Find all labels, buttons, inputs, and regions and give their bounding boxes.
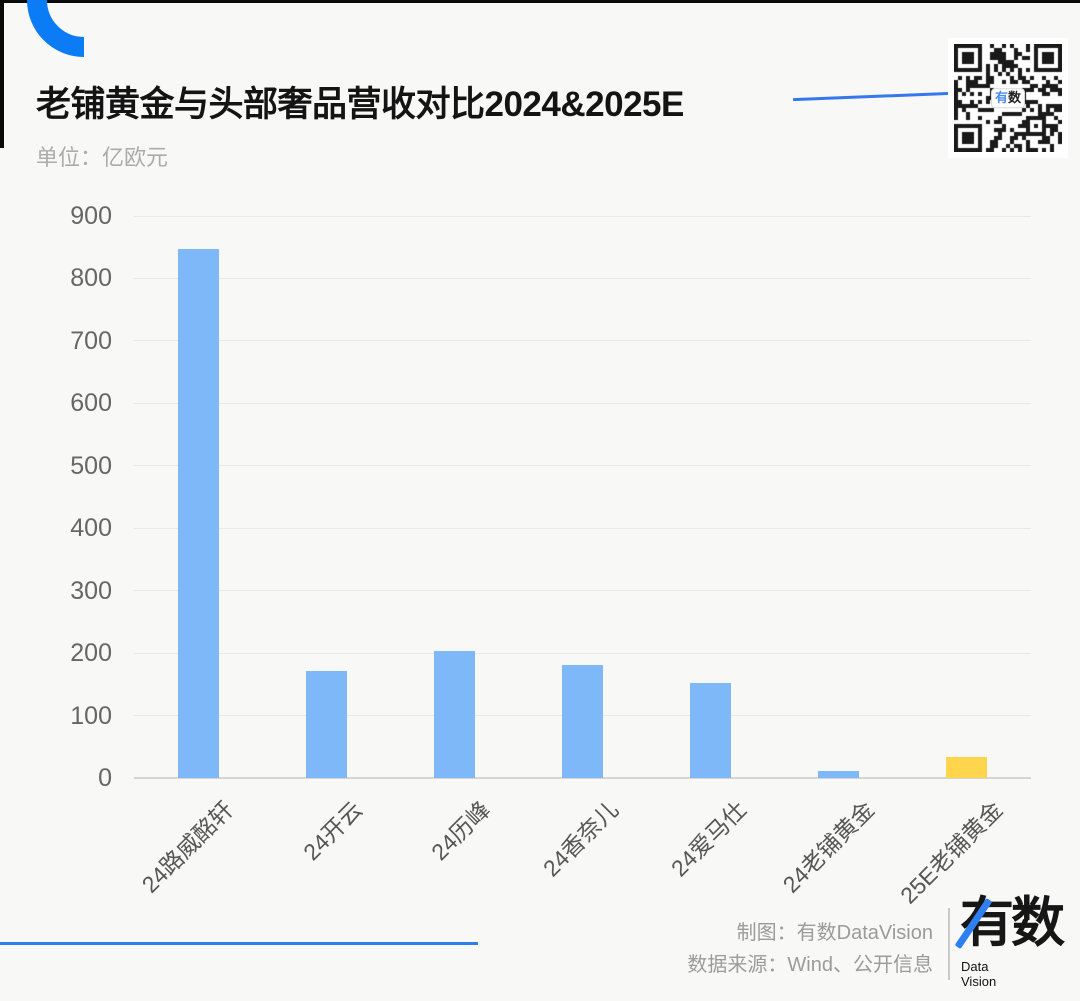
top-edge-line bbox=[0, 0, 1080, 3]
gridline-900 bbox=[134, 215, 1031, 217]
bar-24老铺黄金 bbox=[818, 771, 860, 778]
y-tick-label: 0 bbox=[98, 764, 112, 792]
qr-logo-char2: 数 bbox=[1008, 90, 1022, 106]
x-tick-label: 24路威酩轩 bbox=[137, 796, 239, 898]
bar-24路威酩轩 bbox=[177, 249, 219, 778]
x-tick-label: 24老铺黄金 bbox=[777, 796, 880, 898]
brand-logo: 有数 Data Vision bbox=[954, 894, 1076, 996]
gridline-600 bbox=[134, 402, 1031, 404]
y-tick-label: 700 bbox=[70, 326, 112, 355]
bar-24开云 bbox=[305, 670, 347, 778]
source-text: 数据来源：Wind、公开信息 bbox=[687, 954, 933, 976]
unit-label: 单位：亿欧元 bbox=[36, 145, 169, 170]
qr-logo-char1: 有 bbox=[994, 90, 1008, 106]
x-tick-label: 24香奈儿 bbox=[537, 796, 624, 882]
gridline-200 bbox=[134, 652, 1031, 654]
y-tick-label: 200 bbox=[70, 639, 112, 668]
footer-divider bbox=[948, 908, 950, 980]
logo-sub-line1: Data bbox=[961, 959, 989, 974]
bar-24爱马仕 bbox=[690, 683, 732, 778]
gridline-300 bbox=[134, 590, 1031, 592]
y-tick-label: 400 bbox=[70, 514, 112, 543]
qr-center-logo: 有数 bbox=[990, 88, 1026, 108]
gridline-700 bbox=[134, 340, 1031, 342]
logo-sub-line2: Vision bbox=[961, 973, 997, 989]
y-tick-label: 500 bbox=[70, 451, 112, 480]
x-tick-label: 24历峰 bbox=[425, 796, 495, 866]
gridline-400 bbox=[134, 527, 1031, 529]
brand-arc-icon bbox=[27, 0, 84, 58]
gridline-800 bbox=[134, 277, 1031, 279]
brand-logo-subtext: Data Vision bbox=[961, 959, 997, 990]
bar-24历峰 bbox=[433, 650, 475, 778]
y-tick-label: 300 bbox=[70, 576, 112, 605]
qr-code: 有数 bbox=[948, 38, 1068, 158]
bottom-accent-line bbox=[0, 942, 478, 945]
bar-25E老铺黄金 bbox=[946, 757, 988, 778]
credit-text: 制图：有数DataVision bbox=[736, 922, 933, 944]
y-tick-label: 900 bbox=[70, 202, 112, 230]
x-tick-label: 24开云 bbox=[297, 796, 367, 866]
page-title: 老铺黄金与头部奢品营收对比2024&2025E bbox=[36, 85, 684, 124]
x-tick-label: 24爱马仕 bbox=[666, 796, 752, 882]
left-edge-line bbox=[0, 0, 4, 148]
y-tick-label: 100 bbox=[70, 701, 112, 730]
gridline-500 bbox=[134, 465, 1031, 467]
bar-24香奈儿 bbox=[562, 664, 603, 778]
y-tick-label: 600 bbox=[70, 389, 112, 418]
y-tick-label: 800 bbox=[70, 264, 112, 293]
gridline-0 bbox=[134, 777, 1031, 779]
